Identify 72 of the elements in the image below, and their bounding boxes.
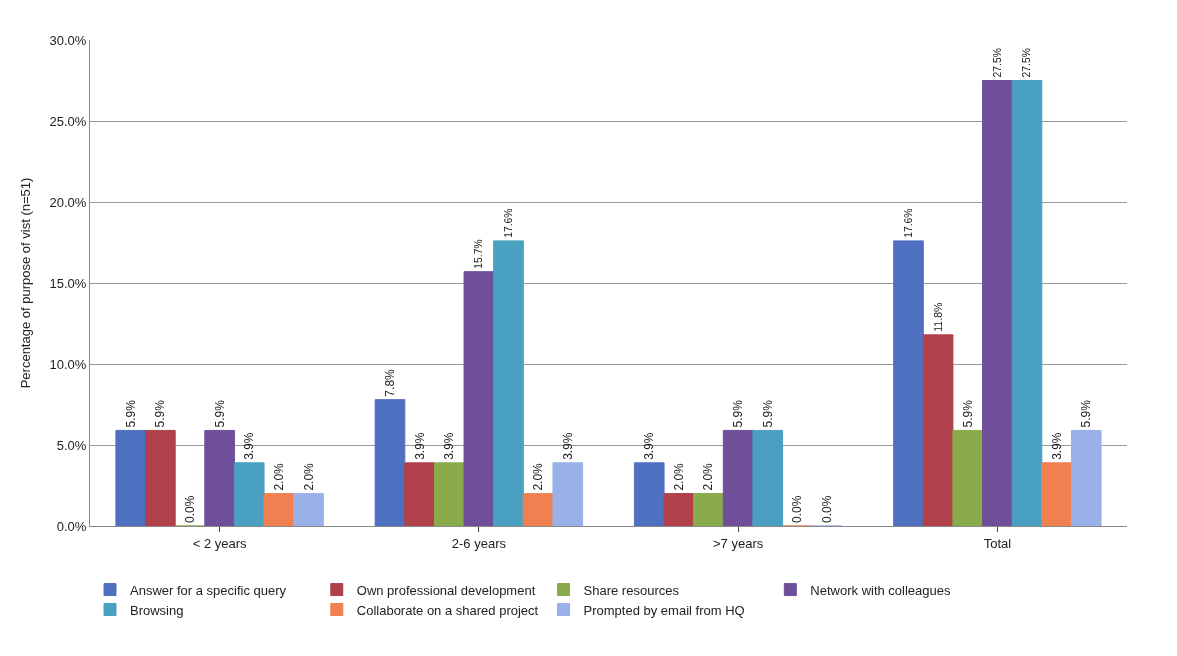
- bar: [233, 462, 265, 526]
- data-label: 5.9%: [731, 399, 746, 428]
- y-tick-label: 20.0%: [49, 194, 87, 210]
- bar: [633, 462, 665, 526]
- y-tick-label: 5.0%: [56, 437, 87, 453]
- data-label: 2.0%: [531, 462, 546, 491]
- data-label: 3.9%: [560, 432, 575, 460]
- data-label: 27.5%: [1021, 48, 1033, 78]
- bar: [145, 429, 176, 526]
- legend-label: Prompted by email from HQ: [583, 602, 745, 618]
- data-label: 3.9%: [1049, 432, 1064, 460]
- data-label: 27.5%: [991, 48, 1003, 78]
- bar: [263, 493, 295, 526]
- bar: [293, 493, 324, 526]
- bar: [493, 240, 524, 526]
- y-tick-label: 10.0%: [49, 356, 87, 372]
- bar: [374, 399, 406, 526]
- y-tick-label: 15.0%: [49, 275, 87, 291]
- data-label: 0.0%: [820, 495, 835, 523]
- bar: [115, 429, 147, 526]
- bar: [952, 429, 984, 526]
- bar: [552, 462, 584, 526]
- legend-label: Collaborate on a shared project: [356, 602, 539, 618]
- data-label: 0.0%: [790, 495, 805, 523]
- legend-label: Browsing: [130, 602, 184, 618]
- x-tick-label: Total: [983, 535, 1012, 551]
- y-tick-label: 25.0%: [49, 113, 87, 129]
- bar: [1041, 462, 1072, 526]
- y-tick-label: 30.0%: [49, 32, 87, 48]
- data-label: 7.8%: [382, 368, 397, 397]
- data-label: 5.9%: [153, 399, 168, 428]
- data-label: 5.9%: [212, 399, 227, 428]
- bar: [463, 271, 495, 526]
- bar: [893, 240, 924, 526]
- x-tick-label: >7 years: [713, 535, 764, 551]
- bar: [1011, 80, 1043, 526]
- bar: [433, 462, 465, 526]
- bar: [663, 493, 695, 526]
- bar: [982, 80, 1013, 526]
- bar: [204, 429, 235, 526]
- data-label: 3.9%: [642, 432, 657, 460]
- data-label: 5.9%: [960, 399, 975, 428]
- data-label: 2.0%: [271, 462, 286, 491]
- data-label: 3.9%: [412, 432, 427, 460]
- bar: [752, 429, 784, 526]
- y-tick-label: 0.0%: [56, 518, 87, 534]
- data-label: 0.0%: [182, 495, 197, 523]
- data-label: 5.9%: [123, 399, 138, 428]
- data-label: 5.9%: [760, 399, 775, 428]
- data-label: 15.7%: [473, 239, 485, 269]
- x-tick-label: 2-6 years: [451, 535, 507, 551]
- data-label: 2.0%: [701, 462, 716, 491]
- bar: [404, 462, 435, 526]
- data-label: 5.9%: [1079, 399, 1094, 428]
- bar: [722, 429, 754, 526]
- data-label: 3.9%: [242, 432, 257, 460]
- bar: [922, 334, 954, 526]
- legend-label: Own professional development: [356, 582, 536, 598]
- legend-label: Answer for a specific query: [130, 582, 287, 598]
- data-label: 17.6%: [902, 208, 914, 238]
- legend-label: Network with colleagues: [810, 582, 952, 598]
- data-label: 3.9%: [442, 432, 457, 460]
- x-tick-label: < 2 years: [192, 535, 248, 551]
- data-label: 17.6%: [502, 208, 514, 238]
- data-label: 2.0%: [301, 462, 316, 491]
- legend-label: Share resources: [583, 582, 680, 598]
- y-axis-title: Percentage of purpose of vist (n=51): [18, 177, 34, 389]
- bar: [522, 493, 554, 526]
- data-label: 2.0%: [671, 462, 686, 491]
- bar: [1070, 429, 1102, 526]
- bar: [693, 493, 724, 526]
- data-label: 11.8%: [931, 301, 944, 332]
